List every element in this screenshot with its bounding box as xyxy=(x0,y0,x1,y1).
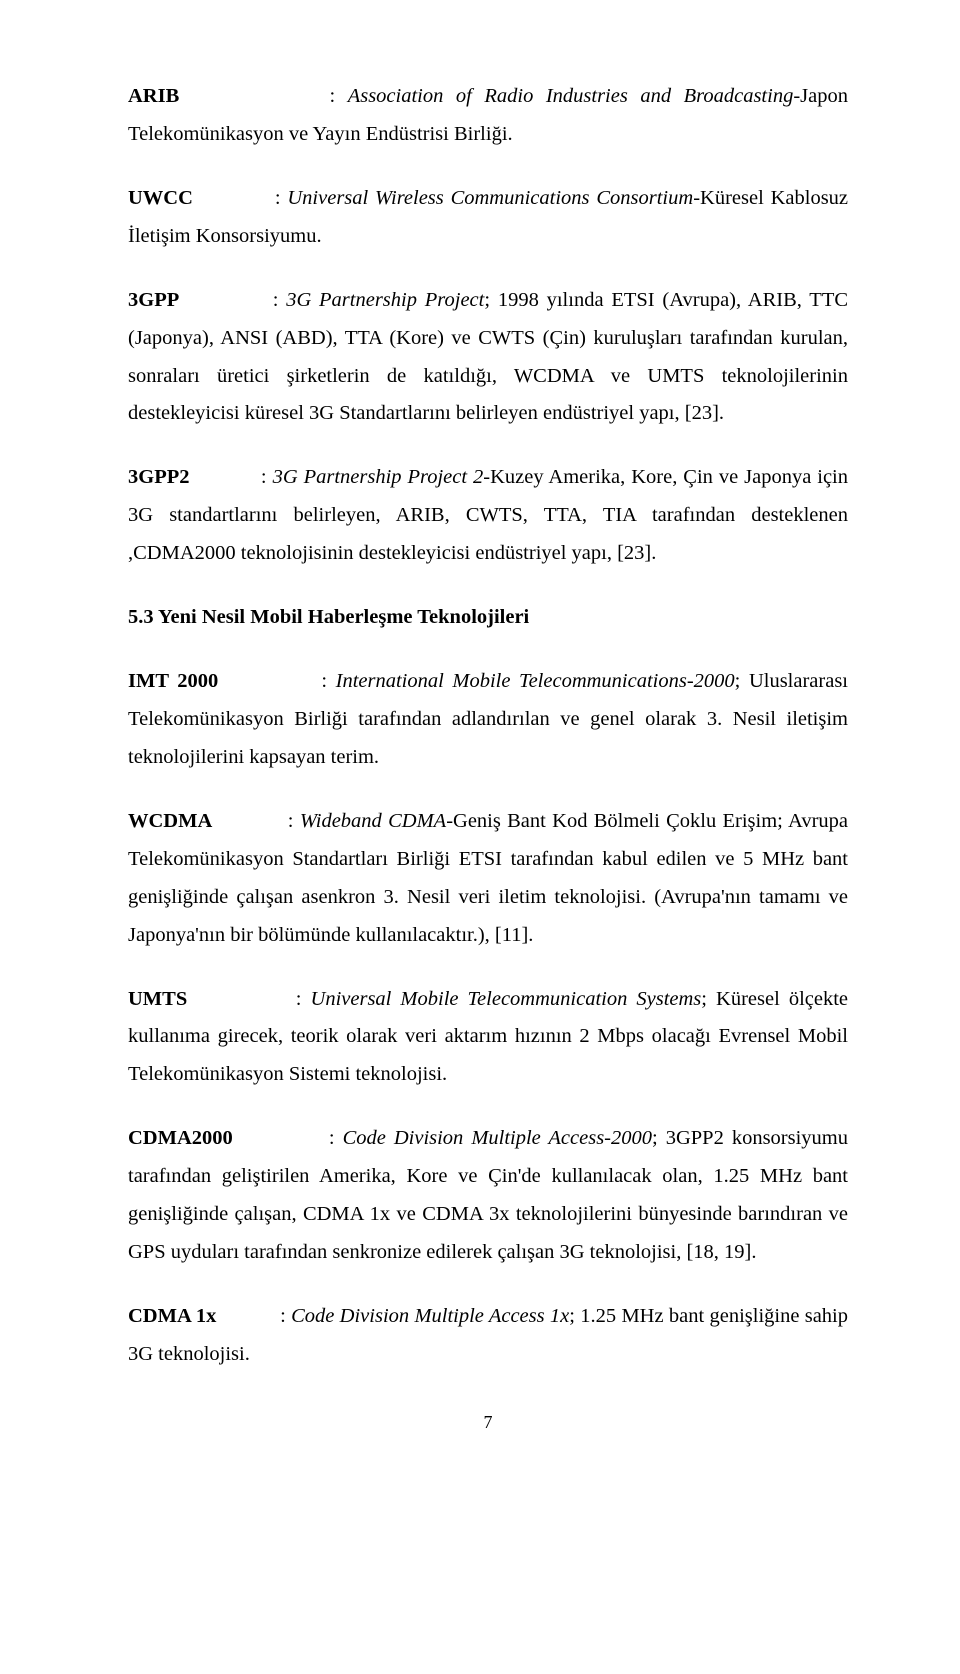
colon: : xyxy=(287,988,311,1010)
sep xyxy=(190,466,255,488)
definition-wcdma: WCDMA : Wideband CDMA-Geniş Bant Kod Böl… xyxy=(128,803,848,955)
definition-imt2000: IMT 2000 : International Mobile Telecomm… xyxy=(128,663,848,777)
colon: : xyxy=(268,187,287,209)
colon: : xyxy=(313,670,336,692)
definition-cdma2000: CDMA2000 : Code Division Multiple Access… xyxy=(128,1120,848,1272)
def-italic: 3G Partnership Project xyxy=(286,289,484,311)
sep xyxy=(216,1305,274,1327)
colon: : xyxy=(282,810,300,832)
colon: : xyxy=(265,289,286,311)
colon: : xyxy=(275,1305,291,1327)
term-wcdma: WCDMA xyxy=(128,810,212,832)
section-heading: 5.3 Yeni Nesil Mobil Haberleşme Teknoloj… xyxy=(128,599,848,637)
colon: : xyxy=(321,1127,343,1149)
sep xyxy=(187,988,287,1010)
term-umts: UMTS xyxy=(128,988,187,1010)
def-italic: Code Division Multiple Access 1x xyxy=(291,1305,569,1327)
sep xyxy=(233,1127,321,1149)
def-italic: Association of Radio Industries and Broa… xyxy=(348,85,794,107)
sep xyxy=(179,85,317,107)
sep xyxy=(212,810,281,832)
term-3gpp: 3GPP xyxy=(128,289,179,311)
definition-cdma1x: CDMA 1x : Code Division Multiple Access … xyxy=(128,1298,848,1374)
definition-3gpp: 3GPP : 3G Partnership Project; 1998 yılı… xyxy=(128,282,848,434)
term-3gpp2: 3GPP2 xyxy=(128,466,190,488)
colon: : xyxy=(255,466,273,488)
term-arib: ARIB xyxy=(128,85,179,107)
def-italic: Wideband CDMA xyxy=(300,810,446,832)
colon: : xyxy=(317,85,348,107)
definition-umts: UMTS : Universal Mobile Telecommunicatio… xyxy=(128,981,848,1095)
def-italic: International Mobile Telecommunications-… xyxy=(336,670,735,692)
term-imt2000: IMT 2000 xyxy=(128,670,218,692)
def-italic: 3G Partnership Project 2 xyxy=(273,466,484,488)
term-cdma2000: CDMA2000 xyxy=(128,1127,233,1149)
term-uwcc: UWCC xyxy=(128,187,193,209)
definition-3gpp2: 3GPP2 : 3G Partnership Project 2-Kuzey A… xyxy=(128,459,848,573)
sep xyxy=(179,289,265,311)
page-number: 7 xyxy=(128,1412,848,1433)
definition-arib: ARIB : Association of Radio Industries a… xyxy=(128,78,848,154)
term-cdma1x: CDMA 1x xyxy=(128,1305,216,1327)
sep xyxy=(218,670,313,692)
def-italic: Universal Wireless Communications Consor… xyxy=(287,187,693,209)
def-italic: Code Division Multiple Access-2000 xyxy=(343,1127,652,1149)
def-italic: Universal Mobile Telecommunication Syste… xyxy=(311,988,702,1010)
definition-uwcc: UWCC : Universal Wireless Communications… xyxy=(128,180,848,256)
sep xyxy=(193,187,268,209)
